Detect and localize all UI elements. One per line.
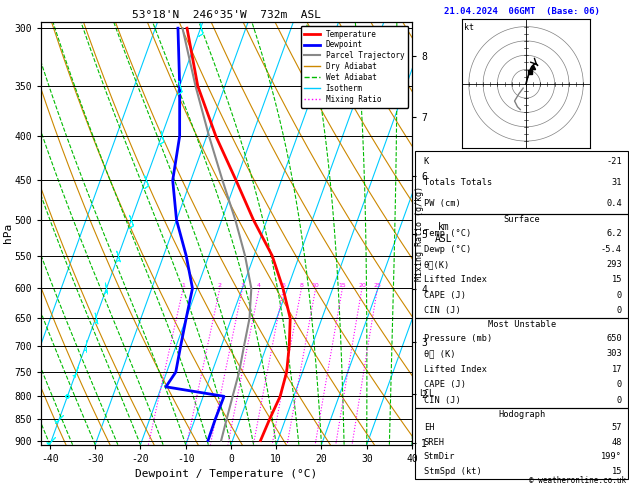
Text: Lifted Index: Lifted Index [424, 365, 487, 374]
Text: Mixing Ratio (g/kg): Mixing Ratio (g/kg) [415, 186, 424, 281]
Bar [415, 151, 628, 214]
Text: 31: 31 [611, 178, 622, 187]
Text: Lifted Index: Lifted Index [424, 276, 487, 284]
Text: StmSpd (kt): StmSpd (kt) [424, 467, 481, 476]
Text: θᴇ (K): θᴇ (K) [424, 349, 455, 358]
Legend: Temperature, Dewpoint, Parcel Trajectory, Dry Adiabat, Wet Adiabat, Isotherm, Mi: Temperature, Dewpoint, Parcel Trajectory… [301, 26, 408, 108]
Text: Temp (°C): Temp (°C) [424, 229, 471, 238]
Text: 293: 293 [606, 260, 622, 269]
Text: CAPE (J): CAPE (J) [424, 291, 465, 300]
Text: 10: 10 [312, 283, 320, 288]
Title: 53°18'N  246°35'W  732m  ASL: 53°18'N 246°35'W 732m ASL [132, 10, 321, 20]
Text: -5.4: -5.4 [601, 244, 622, 254]
Text: LCL: LCL [420, 389, 435, 399]
Text: PW (cm): PW (cm) [424, 199, 460, 208]
Text: 303: 303 [606, 349, 622, 358]
Text: K: K [424, 156, 429, 166]
Text: 57: 57 [611, 423, 622, 432]
Text: CIN (J): CIN (J) [424, 306, 460, 315]
Text: 6: 6 [282, 283, 286, 288]
Text: Most Unstable: Most Unstable [487, 320, 556, 329]
Text: 4: 4 [257, 283, 261, 288]
Text: 0: 0 [616, 396, 622, 405]
Y-axis label: hPa: hPa [3, 223, 13, 243]
Text: 15: 15 [338, 283, 346, 288]
Text: 199°: 199° [601, 452, 622, 461]
Text: 20: 20 [358, 283, 366, 288]
Text: 0.4: 0.4 [606, 199, 622, 208]
Text: Totals Totals: Totals Totals [424, 178, 492, 187]
Text: 8: 8 [299, 283, 303, 288]
Text: Dewp (°C): Dewp (°C) [424, 244, 471, 254]
Text: -21: -21 [606, 156, 622, 166]
Text: 6.2: 6.2 [606, 229, 622, 238]
Text: 0: 0 [616, 291, 622, 300]
Text: Hodograph: Hodograph [498, 410, 545, 419]
Text: 15: 15 [611, 276, 622, 284]
Bar [415, 214, 628, 318]
Text: EH: EH [424, 423, 434, 432]
Text: Surface: Surface [503, 215, 540, 225]
X-axis label: Dewpoint / Temperature (°C): Dewpoint / Temperature (°C) [135, 469, 318, 479]
Text: 15: 15 [611, 467, 622, 476]
Text: θᴇ(K): θᴇ(K) [424, 260, 450, 269]
Text: 17: 17 [611, 365, 622, 374]
Bar [415, 318, 628, 408]
Text: 1: 1 [181, 283, 185, 288]
Text: 0: 0 [616, 306, 622, 315]
Text: 2: 2 [218, 283, 222, 288]
Text: 25: 25 [374, 283, 381, 288]
Text: 3: 3 [240, 283, 245, 288]
Text: © weatheronline.co.uk: © weatheronline.co.uk [529, 476, 626, 485]
Bar [415, 408, 628, 479]
Text: CAPE (J): CAPE (J) [424, 381, 465, 389]
Y-axis label: km
ASL: km ASL [435, 223, 452, 244]
Text: 21.04.2024  06GMT  (Base: 06): 21.04.2024 06GMT (Base: 06) [444, 7, 599, 17]
Text: Pressure (mb): Pressure (mb) [424, 334, 492, 343]
Text: CIN (J): CIN (J) [424, 396, 460, 405]
Text: StmDir: StmDir [424, 452, 455, 461]
Text: 0: 0 [616, 381, 622, 389]
Text: SREH: SREH [424, 438, 445, 447]
Text: 650: 650 [606, 334, 622, 343]
Text: 48: 48 [611, 438, 622, 447]
